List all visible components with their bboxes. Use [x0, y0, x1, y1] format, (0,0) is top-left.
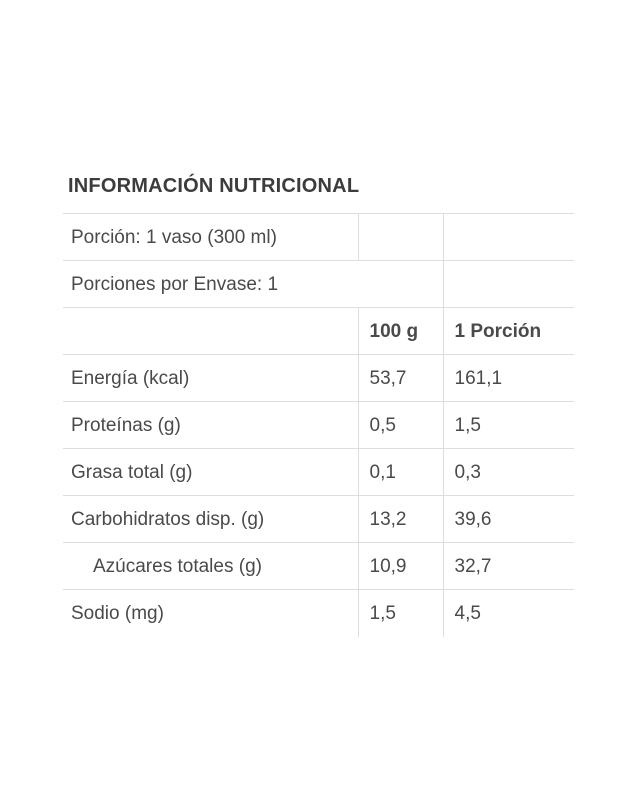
table-row-azucares: Azúcares totales (g) 10,9 32,7: [63, 542, 574, 590]
nutrient-label: Azúcares totales (g): [93, 555, 262, 577]
empty-cell: [357, 213, 443, 261]
nutrient-label: Carbohidratos disp. (g): [71, 508, 265, 530]
table-row-grasa-total: Grasa total (g) 0,1 0,3: [63, 448, 574, 496]
nutrient-per-100g: 0,5: [357, 401, 443, 449]
table-header-row: 100 g 1 Porción: [63, 307, 574, 355]
table-row-energia: Energía (kcal) 53,7 161,1: [63, 354, 574, 402]
servings-per-container-label: Porciones por Envase: 1: [71, 273, 279, 295]
table-row-serving-size: Porción: 1 vaso (300 ml): [63, 213, 574, 261]
nutrient-per-portion: 4,5: [442, 589, 574, 637]
nutrient-per-100g: 13,2: [357, 495, 443, 543]
table-row-servings-per-container: Porciones por Envase: 1: [63, 260, 574, 308]
nutrient-per-portion: 32,7: [442, 542, 574, 590]
nutrient-per-portion: 161,1: [442, 354, 574, 402]
nutrient-per-portion: 39,6: [442, 495, 574, 543]
nutrient-label: Sodio (mg): [71, 602, 164, 624]
empty-cell: [442, 260, 574, 308]
nutrient-label: Energía (kcal): [71, 367, 190, 389]
nutrient-label: Proteínas (g): [71, 414, 181, 436]
nutrition-table: Porción: 1 vaso (300 ml) Porciones por E…: [63, 213, 574, 637]
nutrient-per-100g: 10,9: [357, 542, 443, 590]
column-header-100g: 100 g: [357, 307, 443, 355]
empty-cell: [442, 213, 574, 261]
nutrient-per-100g: 0,1: [357, 448, 443, 496]
nutrient-per-portion: 0,3: [442, 448, 574, 496]
column-header-portion: 1 Porción: [442, 307, 574, 355]
nutrient-per-100g: 1,5: [357, 589, 443, 637]
nutrition-panel: INFORMACIÓN NUTRICIONAL Porción: 1 vaso …: [63, 174, 574, 637]
nutrient-per-100g: 53,7: [357, 354, 443, 402]
nutrient-label: Grasa total (g): [71, 461, 193, 483]
empty-cell: [63, 308, 358, 355]
table-row-carbohidratos: Carbohidratos disp. (g) 13,2 39,6: [63, 495, 574, 543]
nutrient-per-portion: 1,5: [442, 401, 574, 449]
page-title: INFORMACIÓN NUTRICIONAL: [68, 175, 360, 197]
table-row-sodio: Sodio (mg) 1,5 4,5: [63, 589, 574, 637]
serving-size-label: Porción: 1 vaso (300 ml): [71, 226, 277, 248]
table-row-proteinas: Proteínas (g) 0,5 1,5: [63, 401, 574, 449]
